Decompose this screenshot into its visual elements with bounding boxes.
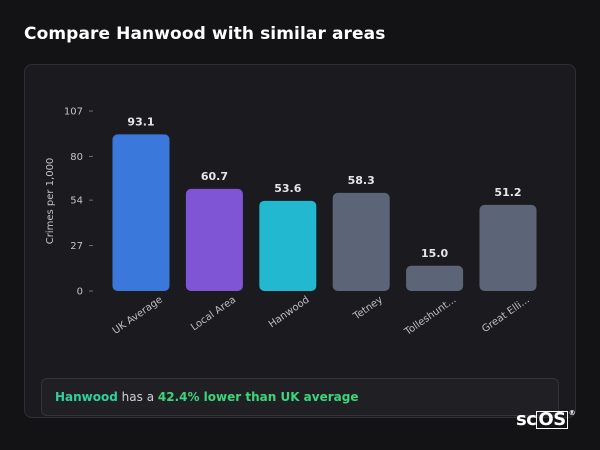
x-category-label: Great Elli... <box>480 294 532 335</box>
bar-chart: Crimes per 1,000 0 27 54 80 107 93.1 UK Avera… <box>45 107 537 338</box>
summary-comparison: 42.4% lower than UK average <box>157 390 359 404</box>
bar-value-label: 58.3 <box>348 174 375 187</box>
bar-uk-average[interactable] <box>112 134 170 291</box>
bar-value-label: 93.1 <box>127 115 154 128</box>
brand-logo: sc OS ® <box>516 409 576 430</box>
summary-banner: Hanwood has a 42.4% lower than UK averag… <box>41 378 559 416</box>
x-category-label: Local Area <box>189 294 238 333</box>
x-category-label: Tetney <box>351 294 385 322</box>
bar-value-label: 51.2 <box>494 186 521 199</box>
bar-value-label: 15.0 <box>421 247 448 260</box>
x-category-label: UK Average <box>111 294 165 336</box>
y-tick-label: 54 <box>70 196 83 207</box>
brand-boxed: OS <box>536 409 568 430</box>
bar-value-label: 60.7 <box>201 170 228 183</box>
page-title: Compare Hanwood with similar areas <box>24 24 386 44</box>
brand-registered-mark: ® <box>568 409 576 417</box>
bar-local-area[interactable] <box>185 188 243 291</box>
bar-tetney[interactable] <box>332 192 390 291</box>
x-category-label: Tolleshunt... <box>402 294 458 338</box>
y-tick-label: 80 <box>70 152 83 163</box>
y-tick-label: 0 <box>77 287 83 298</box>
y-axis-title: Crimes per 1,000 <box>45 158 56 245</box>
x-category-label: Hanwood <box>267 294 312 330</box>
comparison-card: Crimes per 1,000 0 27 54 80 107 93.1 UK Avera… <box>24 64 576 418</box>
brand-prefix: sc <box>516 409 537 430</box>
y-tick-label: 27 <box>70 241 83 252</box>
bar-hanwood[interactable] <box>259 200 317 291</box>
bar-tolleshunt[interactable] <box>406 265 464 291</box>
summary-area-name: Hanwood <box>55 390 118 404</box>
bar-great-elli[interactable] <box>479 204 537 291</box>
bar-value-label: 53.6 <box>274 182 301 195</box>
y-tick-label: 107 <box>64 107 83 118</box>
summary-text: has a <box>117 390 158 404</box>
